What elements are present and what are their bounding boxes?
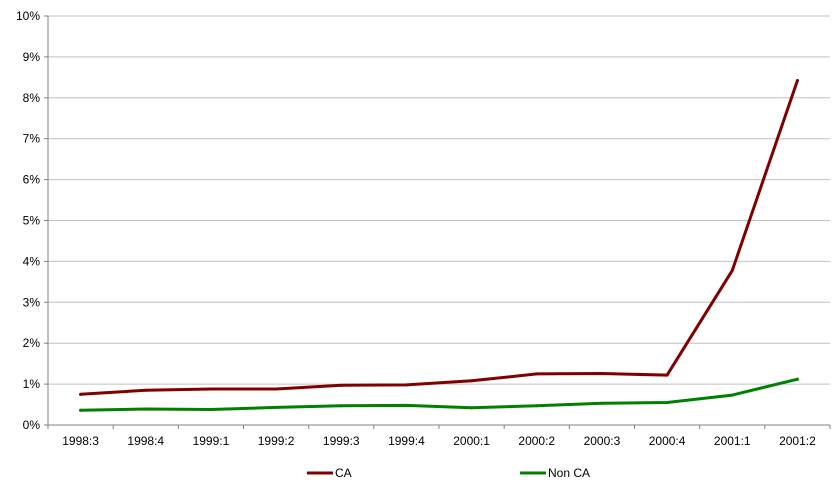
x-tick-label: 1999:2 <box>258 434 295 448</box>
y-tick-label: 6% <box>23 173 41 187</box>
data-point <box>144 407 148 411</box>
x-tick-label: 2000:3 <box>584 434 621 448</box>
data-point <box>144 388 148 392</box>
y-tick-label: 4% <box>23 254 41 268</box>
x-axis-ticks: 1998:3 1998:4 1999:1 1999:2 1999:3 1999:4 2000… <box>47 425 831 448</box>
data-point <box>274 387 278 391</box>
y-tick-label: 3% <box>23 295 41 309</box>
x-tick-label: 1998:3 <box>62 434 99 448</box>
series-lines <box>79 79 799 412</box>
data-point <box>404 383 408 387</box>
data-point <box>600 371 604 375</box>
x-tick-label: 1999:4 <box>388 434 425 448</box>
series-line-non-ca <box>79 377 799 412</box>
data-point <box>665 401 669 405</box>
series-line-ca <box>79 79 799 396</box>
data-point <box>470 406 474 410</box>
legend: CA Non CA <box>307 466 590 480</box>
x-tick-label: 2000:2 <box>518 434 555 448</box>
data-point <box>404 403 408 407</box>
y-tick-label: 0% <box>23 418 41 432</box>
data-point <box>600 401 604 405</box>
x-tick-label: 1999:3 <box>323 434 360 448</box>
data-point <box>470 379 474 383</box>
y-tick-label: 9% <box>23 50 41 64</box>
x-tick-label: 2000:4 <box>649 434 686 448</box>
legend-label: CA <box>335 466 352 480</box>
data-point <box>209 387 213 391</box>
data-point <box>795 377 799 381</box>
data-point <box>79 408 83 412</box>
data-point <box>665 373 669 377</box>
data-point <box>795 79 799 83</box>
gridlines <box>48 15 830 385</box>
data-point <box>274 405 278 409</box>
data-point <box>209 407 213 411</box>
data-point <box>730 393 734 397</box>
x-tick-label: 2000:1 <box>453 434 490 448</box>
x-tick-label: 2001:1 <box>714 434 751 448</box>
x-tick-label: 1998:4 <box>127 434 164 448</box>
y-tick-label: 1% <box>23 377 41 391</box>
legend-label: Non CA <box>548 466 590 480</box>
data-point <box>339 404 343 408</box>
data-point <box>730 268 734 272</box>
x-tick-label: 2001:2 <box>779 434 816 448</box>
y-tick-label: 8% <box>23 91 41 105</box>
y-axis-ticks: 0% 1% 2% 3% 4% 5% 6% 7% 8% 9% 10% <box>16 9 48 432</box>
data-point <box>339 383 343 387</box>
data-point <box>535 404 539 408</box>
y-tick-label: 7% <box>23 132 41 146</box>
y-tick-label: 5% <box>23 214 41 228</box>
y-tick-label: 2% <box>23 336 41 350</box>
x-tick-label: 1999:1 <box>193 434 230 448</box>
data-point <box>535 372 539 376</box>
data-point <box>79 392 83 396</box>
y-tick-label: 10% <box>16 9 40 23</box>
